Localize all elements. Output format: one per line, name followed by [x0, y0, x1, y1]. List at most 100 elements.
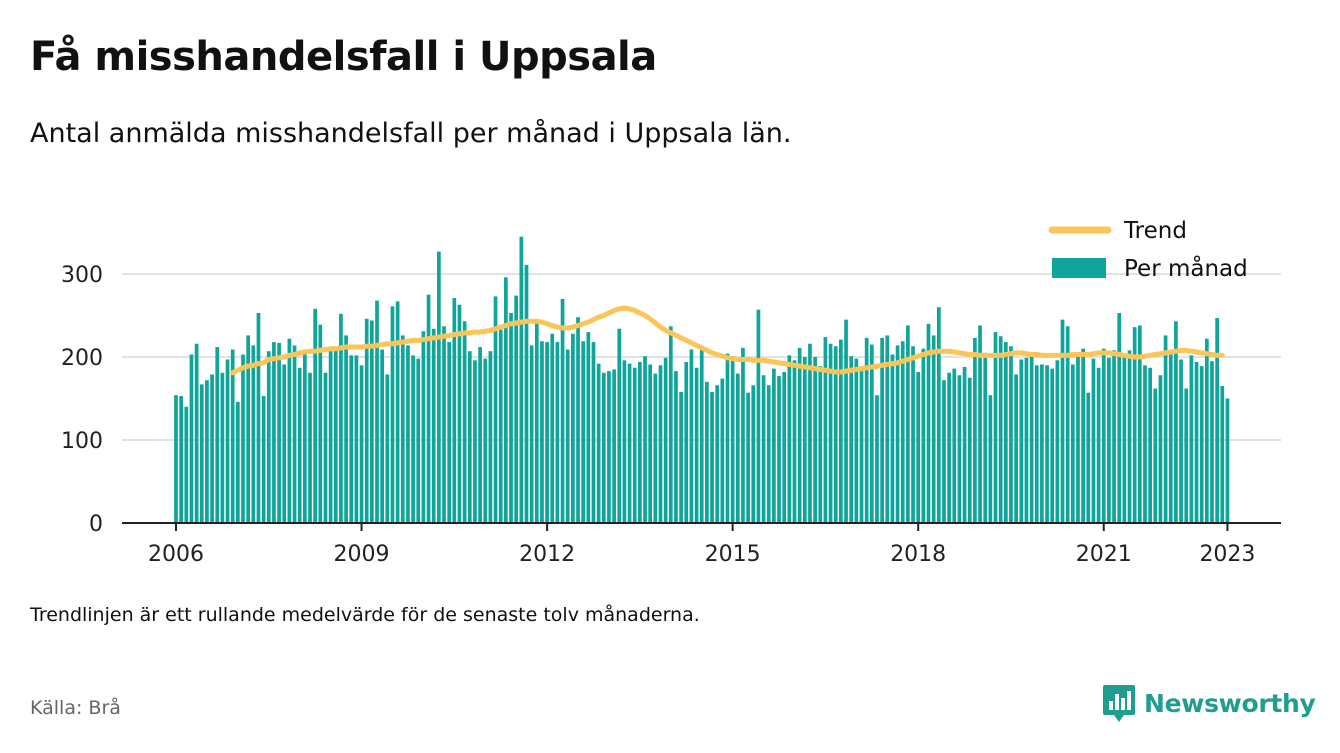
y-tick-label-300: 300: [61, 263, 103, 288]
bar-168: [1040, 364, 1044, 523]
chart-footnote: Trendlinjen är ett rullande medelvärde f…: [30, 604, 700, 626]
bar-55: [457, 304, 462, 523]
bar-10: [225, 359, 230, 523]
bar-184: [1122, 356, 1127, 523]
bar-76: [565, 349, 570, 523]
legend-swatch-per-manad: [1052, 258, 1106, 278]
bar-182: [1112, 350, 1116, 523]
bar-109: [735, 373, 740, 523]
bar-41: [385, 374, 390, 523]
bar-108: [730, 356, 735, 523]
bar-47: [416, 358, 421, 523]
legend: Trend Per månad: [1048, 218, 1248, 282]
bar-196: [1184, 388, 1189, 523]
bar-169: [1045, 365, 1049, 523]
bar-199: [1199, 366, 1204, 523]
bar-117: [777, 376, 781, 523]
bar-24: [297, 367, 302, 523]
bar-197: [1189, 355, 1194, 523]
bar-164: [1019, 359, 1024, 523]
source-label: Källa: Brå: [30, 697, 121, 719]
bar-178: [1091, 358, 1096, 523]
bar-68: [524, 264, 529, 523]
bar-180: [1101, 348, 1106, 523]
y-tick-label-200: 200: [61, 346, 103, 371]
bar-163: [1014, 374, 1018, 523]
bar-129: [839, 339, 843, 523]
bar-8: [215, 347, 220, 523]
bar-176: [1081, 348, 1085, 523]
bar-65: [509, 313, 513, 523]
brand-name: Newsworthy: [1144, 688, 1316, 718]
bar-188: [1143, 365, 1147, 523]
bar-28: [318, 324, 323, 523]
bar-203: [1220, 386, 1225, 523]
bar-7: [210, 374, 214, 523]
bar-136: [875, 395, 879, 523]
bar-31: [333, 347, 338, 523]
bar-77: [571, 333, 575, 523]
bar-187: [1137, 325, 1142, 523]
bar-58: [473, 360, 477, 523]
y-tick-label-100: 100: [61, 429, 103, 454]
bar-99: [684, 361, 689, 523]
brand-logo[interactable]: Newsworthy: [1102, 682, 1316, 724]
bar-183: [1117, 313, 1122, 523]
bar-151: [952, 368, 957, 523]
bar-143: [911, 346, 915, 523]
bar-96: [668, 326, 673, 523]
bar-45: [406, 345, 410, 523]
bar-159: [993, 332, 998, 523]
bar-118: [782, 371, 787, 523]
bar-0: [174, 395, 178, 523]
bar-92: [648, 364, 653, 523]
bar-13: [241, 354, 245, 523]
bar-57: [467, 351, 472, 523]
bar-106: [720, 378, 725, 523]
bar-42: [390, 306, 395, 523]
bar-54: [452, 298, 457, 523]
bar-173: [1065, 326, 1070, 523]
bar-60: [483, 358, 488, 523]
y-axis-ticks: 0 100 200 300: [61, 263, 103, 537]
bar-91: [643, 356, 647, 523]
bar-142: [906, 325, 910, 523]
bar-64: [504, 277, 508, 523]
x-tick-label-2006: 2006: [148, 542, 204, 567]
bar-66: [514, 295, 519, 523]
bar-124: [813, 357, 817, 523]
bar-201: [1210, 361, 1214, 523]
bar-131: [849, 356, 854, 523]
bar-147: [931, 335, 936, 523]
bar-145: [921, 348, 926, 523]
bar-138: [885, 335, 890, 523]
bar-88: [627, 363, 632, 523]
bar-75: [560, 298, 565, 523]
x-axis-ticks: 2006 2009 2012 2015 2018 2021 2023: [148, 523, 1255, 567]
bar-110: [741, 347, 745, 523]
bar-181: [1107, 357, 1111, 523]
bar-153: [962, 366, 967, 523]
bar-130: [844, 319, 848, 523]
bar-9: [220, 372, 225, 523]
bar-97: [674, 371, 678, 523]
bar-36: [359, 365, 364, 523]
bar-154: [967, 377, 972, 523]
bar-56: [462, 321, 467, 523]
legend-label-trend: Trend: [1123, 218, 1187, 244]
x-tick-label-2012: 2012: [519, 542, 575, 567]
bar-152: [957, 375, 962, 523]
bar-162: [1009, 346, 1013, 523]
bar-43: [395, 301, 400, 523]
bar-94: [658, 365, 663, 523]
bar-16: [256, 313, 261, 523]
bar-194: [1174, 321, 1178, 523]
bar-139: [890, 354, 895, 523]
bar-126: [823, 337, 828, 523]
bar-107: [725, 353, 730, 523]
bar-14: [246, 335, 251, 523]
bar-62: [493, 296, 498, 523]
x-tick-label-2015: 2015: [705, 542, 761, 567]
bar-167: [1034, 365, 1039, 523]
bar-119: [787, 355, 792, 523]
